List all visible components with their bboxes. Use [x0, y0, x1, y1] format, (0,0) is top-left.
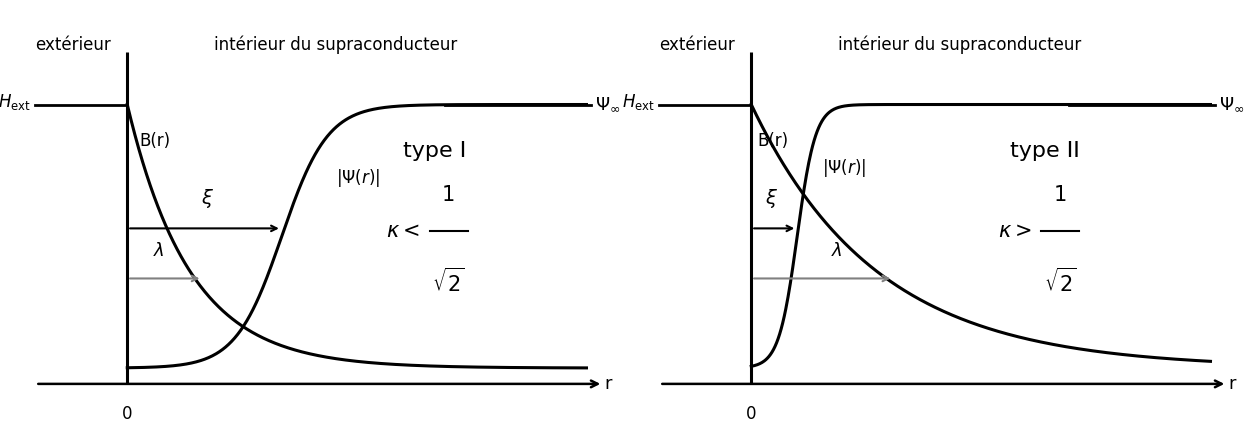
Text: $\Psi_\infty$: $\Psi_\infty$	[1219, 95, 1244, 114]
Text: type II: type II	[1010, 141, 1080, 161]
Text: $\sqrt{2}$: $\sqrt{2}$	[432, 268, 466, 296]
Text: type I: type I	[403, 141, 466, 161]
Text: extérieur: extérieur	[659, 36, 735, 54]
Text: $\lambda$: $\lambda$	[831, 242, 842, 260]
Text: r: r	[605, 375, 613, 393]
Text: $|\Psi(r)|$: $|\Psi(r)|$	[822, 157, 866, 179]
Text: 0: 0	[122, 405, 132, 423]
Text: $\kappa >$: $\kappa >$	[997, 221, 1031, 241]
Text: 0: 0	[746, 405, 756, 423]
Text: intérieur du supraconducteur: intérieur du supraconducteur	[839, 36, 1082, 54]
Text: B(r): B(r)	[140, 132, 171, 151]
Text: $H_{\mathregular{ext}}$: $H_{\mathregular{ext}}$	[0, 92, 31, 112]
Text: intérieur du supraconducteur: intérieur du supraconducteur	[215, 36, 458, 54]
Text: $\Psi_\infty$: $\Psi_\infty$	[595, 95, 620, 114]
Text: 1: 1	[1053, 185, 1067, 205]
Text: extérieur: extérieur	[35, 36, 111, 54]
Text: $\sqrt{2}$: $\sqrt{2}$	[1043, 268, 1077, 296]
Text: $|\Psi(r)|$: $|\Psi(r)|$	[336, 167, 379, 189]
Text: 1: 1	[442, 185, 456, 205]
Text: $H_{\mathregular{ext}}$: $H_{\mathregular{ext}}$	[623, 92, 655, 112]
Text: r: r	[1229, 375, 1237, 393]
Text: $\lambda$: $\lambda$	[154, 242, 165, 260]
Text: B(r): B(r)	[758, 132, 789, 151]
Text: $\xi$: $\xi$	[201, 187, 215, 210]
Text: $\kappa <$: $\kappa <$	[386, 221, 419, 241]
Text: $\xi$: $\xi$	[765, 187, 779, 210]
